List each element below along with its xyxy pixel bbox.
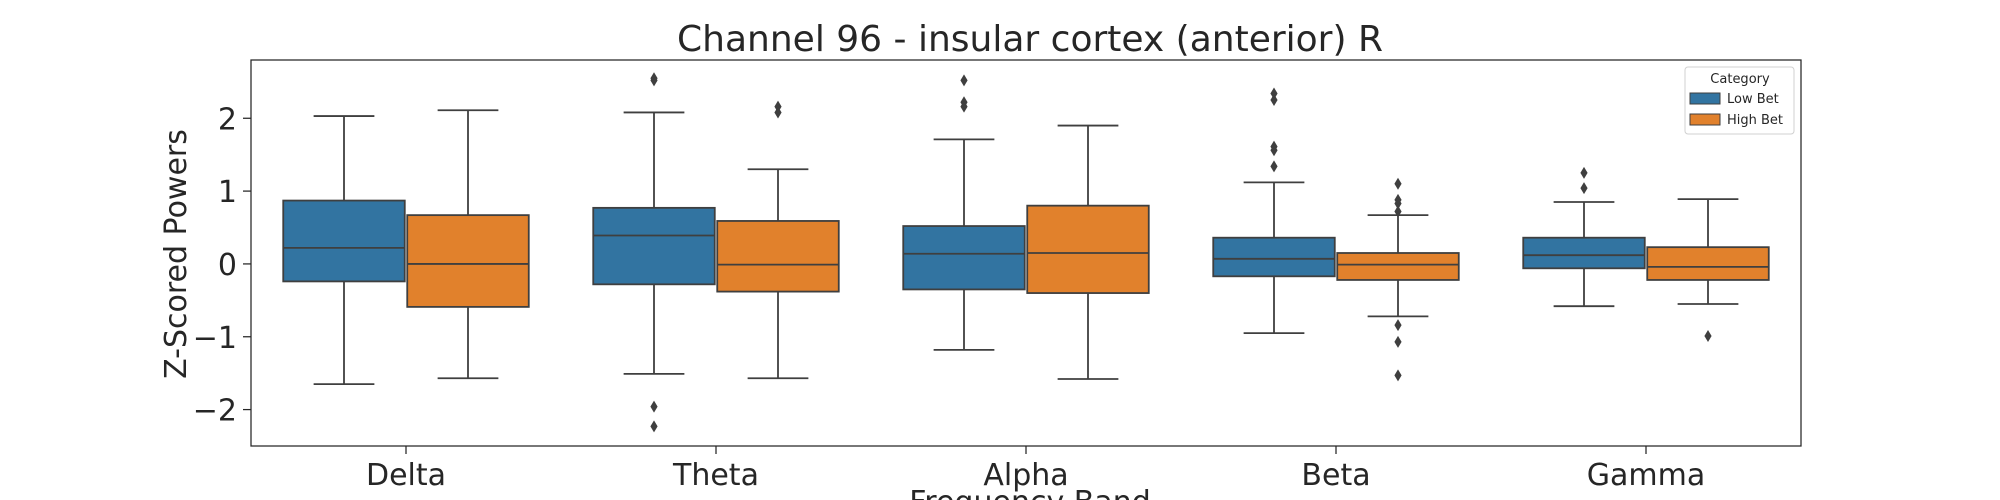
- box-group: [592, 72, 716, 433]
- outlier-point: [650, 400, 658, 413]
- outlier-point: [1394, 205, 1402, 218]
- outlier-point: [1580, 182, 1588, 195]
- box: [716, 220, 840, 293]
- box-group: [1522, 166, 1646, 308]
- box: [592, 206, 716, 286]
- box: [1212, 236, 1336, 278]
- outlier-point: [1270, 144, 1278, 157]
- legend-label-high-bet: High Bet: [1727, 113, 1783, 128]
- box-group: [1026, 124, 1150, 380]
- legend: Category Low Bet High Bet: [1684, 66, 1795, 135]
- plot-frame: [250, 59, 1802, 447]
- chart-title: Channel 96 - insular cortex (anterior) R: [677, 19, 1383, 60]
- outlier-point: [1394, 369, 1402, 382]
- outlier-point: [650, 74, 658, 87]
- outlier-point: [1270, 160, 1278, 173]
- outlier-point: [1270, 94, 1278, 107]
- outlier-point: [1580, 166, 1588, 179]
- box: [1522, 236, 1646, 270]
- outlier-point: [1394, 177, 1402, 190]
- outlier-point: [1270, 87, 1278, 100]
- box-group: [716, 100, 840, 380]
- outlier-point: [1394, 197, 1402, 210]
- box-group: [282, 115, 406, 385]
- box: [902, 225, 1026, 291]
- box: [1336, 252, 1460, 281]
- box-group: [1336, 177, 1460, 382]
- x-axis-label: Frequency Band: [909, 485, 1151, 500]
- legend-swatch-low-bet: [1689, 92, 1721, 105]
- y-tick-label: 1: [218, 175, 237, 210]
- box: [1026, 204, 1150, 294]
- outlier-point: [960, 74, 968, 87]
- box-group: [902, 74, 1026, 351]
- outlier-point: [1394, 335, 1402, 348]
- y-axis-label: Z-Scored Powers: [159, 129, 194, 379]
- box-group: [1646, 198, 1770, 343]
- y-tick-label: 2: [218, 102, 237, 137]
- y-tick-label: 0: [218, 248, 237, 283]
- box-group: [406, 109, 530, 380]
- legend-title: Category: [1710, 72, 1770, 87]
- x-tick-label: Delta: [366, 458, 446, 493]
- x-tick-label: Beta: [1301, 458, 1370, 493]
- x-tick-label: Alpha: [983, 458, 1068, 493]
- legend-label-low-bet: Low Bet: [1727, 92, 1779, 107]
- outlier-point: [650, 420, 658, 433]
- box: [282, 199, 406, 283]
- outlier-point: [960, 100, 968, 113]
- x-tick-label: Theta: [672, 458, 759, 493]
- box: [1646, 246, 1770, 281]
- box-group: [1212, 87, 1336, 335]
- x-tick-label: Gamma: [1587, 458, 1705, 493]
- y-tick-label: −2: [193, 394, 237, 429]
- plot-area: 2 1 0 −1 −2 Delta Theta Alpha Beta Gamma: [193, 72, 1770, 493]
- y-tick-label: −1: [193, 321, 237, 356]
- outlier-point: [1704, 330, 1712, 343]
- outlier-point: [1394, 319, 1402, 332]
- legend-swatch-high-bet: [1689, 113, 1721, 126]
- outlier-point: [774, 106, 782, 119]
- box: [406, 214, 530, 308]
